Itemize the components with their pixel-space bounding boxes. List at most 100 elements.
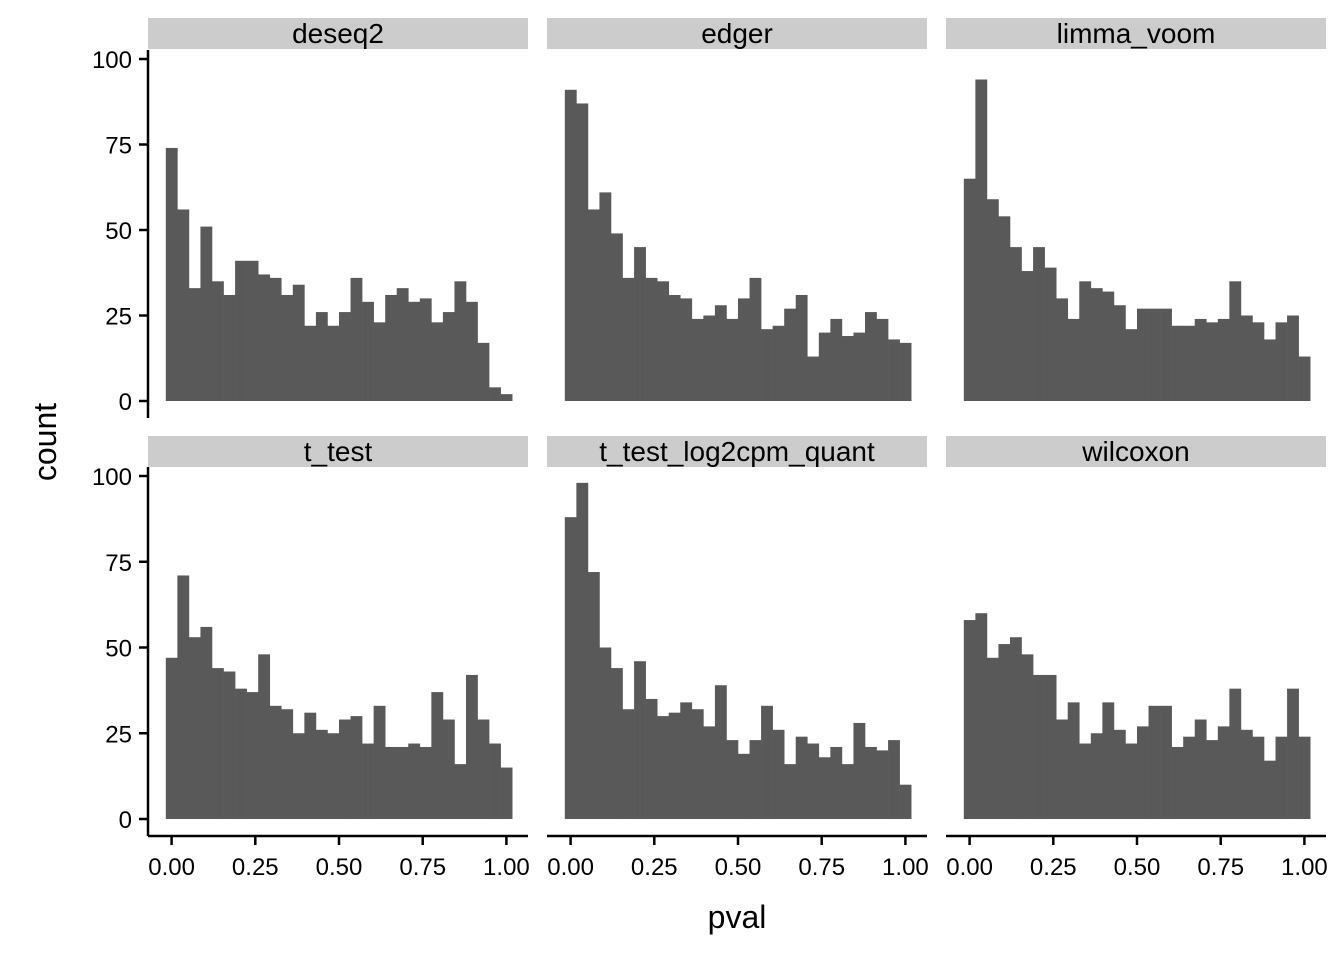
x-tick-label: 0.25 xyxy=(1030,854,1077,881)
histogram-bar xyxy=(350,716,363,819)
histogram-bar xyxy=(876,750,889,819)
histogram-bar xyxy=(165,657,178,819)
histogram-bar xyxy=(1102,291,1115,401)
histogram-bar xyxy=(772,729,785,819)
facet-strip xyxy=(547,436,927,467)
histogram-bar xyxy=(385,746,398,819)
histogram-bar xyxy=(269,705,282,819)
histogram-bar xyxy=(784,308,797,401)
x-tick-label: 0.75 xyxy=(399,854,446,881)
histogram-bar xyxy=(1229,688,1242,819)
histogram-bar xyxy=(622,709,635,819)
histogram-bar xyxy=(188,288,201,401)
histogram-bar xyxy=(1183,736,1196,819)
histogram-bar xyxy=(281,294,294,401)
histogram-bar xyxy=(419,298,432,401)
histogram-bar xyxy=(408,743,421,819)
facet-strip-label: edger xyxy=(701,18,773,49)
histogram-bar xyxy=(1287,315,1299,401)
histogram-bar xyxy=(963,620,976,819)
histogram-bar xyxy=(1194,318,1207,401)
histogram-bar xyxy=(442,312,455,401)
x-tick-label: 0.50 xyxy=(715,854,762,881)
histogram-bar xyxy=(1125,329,1138,401)
x-tick-label: 0.25 xyxy=(631,854,678,881)
histogram-bar xyxy=(1067,318,1080,401)
histogram-bar xyxy=(587,572,600,819)
histogram-bar xyxy=(1044,674,1057,819)
histogram-bar xyxy=(599,647,612,819)
histogram-bar xyxy=(1056,298,1069,401)
facet-panel: t_test_log2cpm_quant 0.00 0.25 0.50 0.75 1.00 xyxy=(547,436,929,881)
histogram-bar xyxy=(899,784,912,819)
y-tick-label: 50 xyxy=(105,218,132,245)
facet-panel: wilcoxon 0.00 0.25 0.50 0.75 1.00 xyxy=(946,436,1328,881)
histogram-bar xyxy=(315,729,328,819)
histogram-bar xyxy=(714,305,727,401)
histogram-bar xyxy=(1240,729,1253,819)
y-tick-label: 50 xyxy=(105,636,132,663)
histogram-bar xyxy=(315,312,328,401)
histogram-bar xyxy=(986,657,999,819)
histogram-bar xyxy=(772,325,785,401)
histogram-bar xyxy=(211,668,224,819)
histogram-bar xyxy=(1033,247,1045,401)
histogram-bar xyxy=(489,387,501,401)
histogram-bar xyxy=(1275,736,1288,819)
histogram-bar xyxy=(477,719,490,819)
histogram-bar xyxy=(876,318,889,401)
histogram-bar xyxy=(726,318,739,401)
histogram-bar xyxy=(1102,702,1115,819)
x-tick-label: 0.25 xyxy=(232,854,279,881)
histogram-bar xyxy=(419,746,432,819)
histogram-bar xyxy=(634,247,646,401)
histogram-bar xyxy=(657,281,670,401)
histogram-bar xyxy=(1160,705,1172,819)
histogram-bar xyxy=(350,277,363,401)
histogram-bar xyxy=(795,294,808,401)
histogram-bar xyxy=(396,746,409,819)
histogram-bar xyxy=(338,312,351,401)
histogram-bar xyxy=(1206,740,1219,819)
histogram-bar xyxy=(975,79,988,402)
facet-strip xyxy=(148,436,528,467)
histogram-bar xyxy=(1171,325,1184,401)
histogram-bar xyxy=(749,740,762,819)
histogram-bar xyxy=(1217,318,1230,401)
histogram-bar xyxy=(888,339,900,401)
histogram-bar xyxy=(200,626,213,819)
x-tick-label: 0.50 xyxy=(1114,854,1161,881)
histogram-bar xyxy=(691,318,704,401)
histogram-bar xyxy=(327,325,340,401)
histogram-bar xyxy=(235,688,247,819)
histogram-bar xyxy=(442,719,455,819)
histogram-bar xyxy=(680,702,693,819)
histogram-bar xyxy=(841,764,854,819)
histogram-bar xyxy=(362,301,374,401)
histogram-bar xyxy=(784,764,797,819)
histogram-bar xyxy=(761,705,773,819)
histogram-bar xyxy=(1067,702,1080,819)
histogram-bar xyxy=(466,674,478,819)
histogram-bar xyxy=(865,312,877,401)
histogram-bar xyxy=(865,746,877,819)
y-tick-label: 25 xyxy=(105,304,132,331)
histogram-bar xyxy=(899,342,912,401)
y-axis-title: count xyxy=(27,403,63,481)
facet-panel: deseq2 0 25 50 75 100 xyxy=(92,18,528,418)
histogram-bar xyxy=(1240,315,1253,401)
histogram-bar xyxy=(587,209,600,401)
histogram-bar xyxy=(807,356,820,401)
facet-panel: limma_voom xyxy=(946,18,1326,402)
histogram-bar xyxy=(1113,305,1126,401)
histogram-bar xyxy=(963,178,976,401)
histogram-bar xyxy=(986,199,999,401)
histogram-bar xyxy=(1275,322,1288,401)
histogram-bar xyxy=(703,315,716,401)
histogram-bar xyxy=(1079,281,1092,401)
histogram-bar xyxy=(668,712,681,819)
histogram-bar xyxy=(1009,247,1022,401)
histogram-bar xyxy=(853,332,866,401)
histogram-bar xyxy=(211,281,224,401)
